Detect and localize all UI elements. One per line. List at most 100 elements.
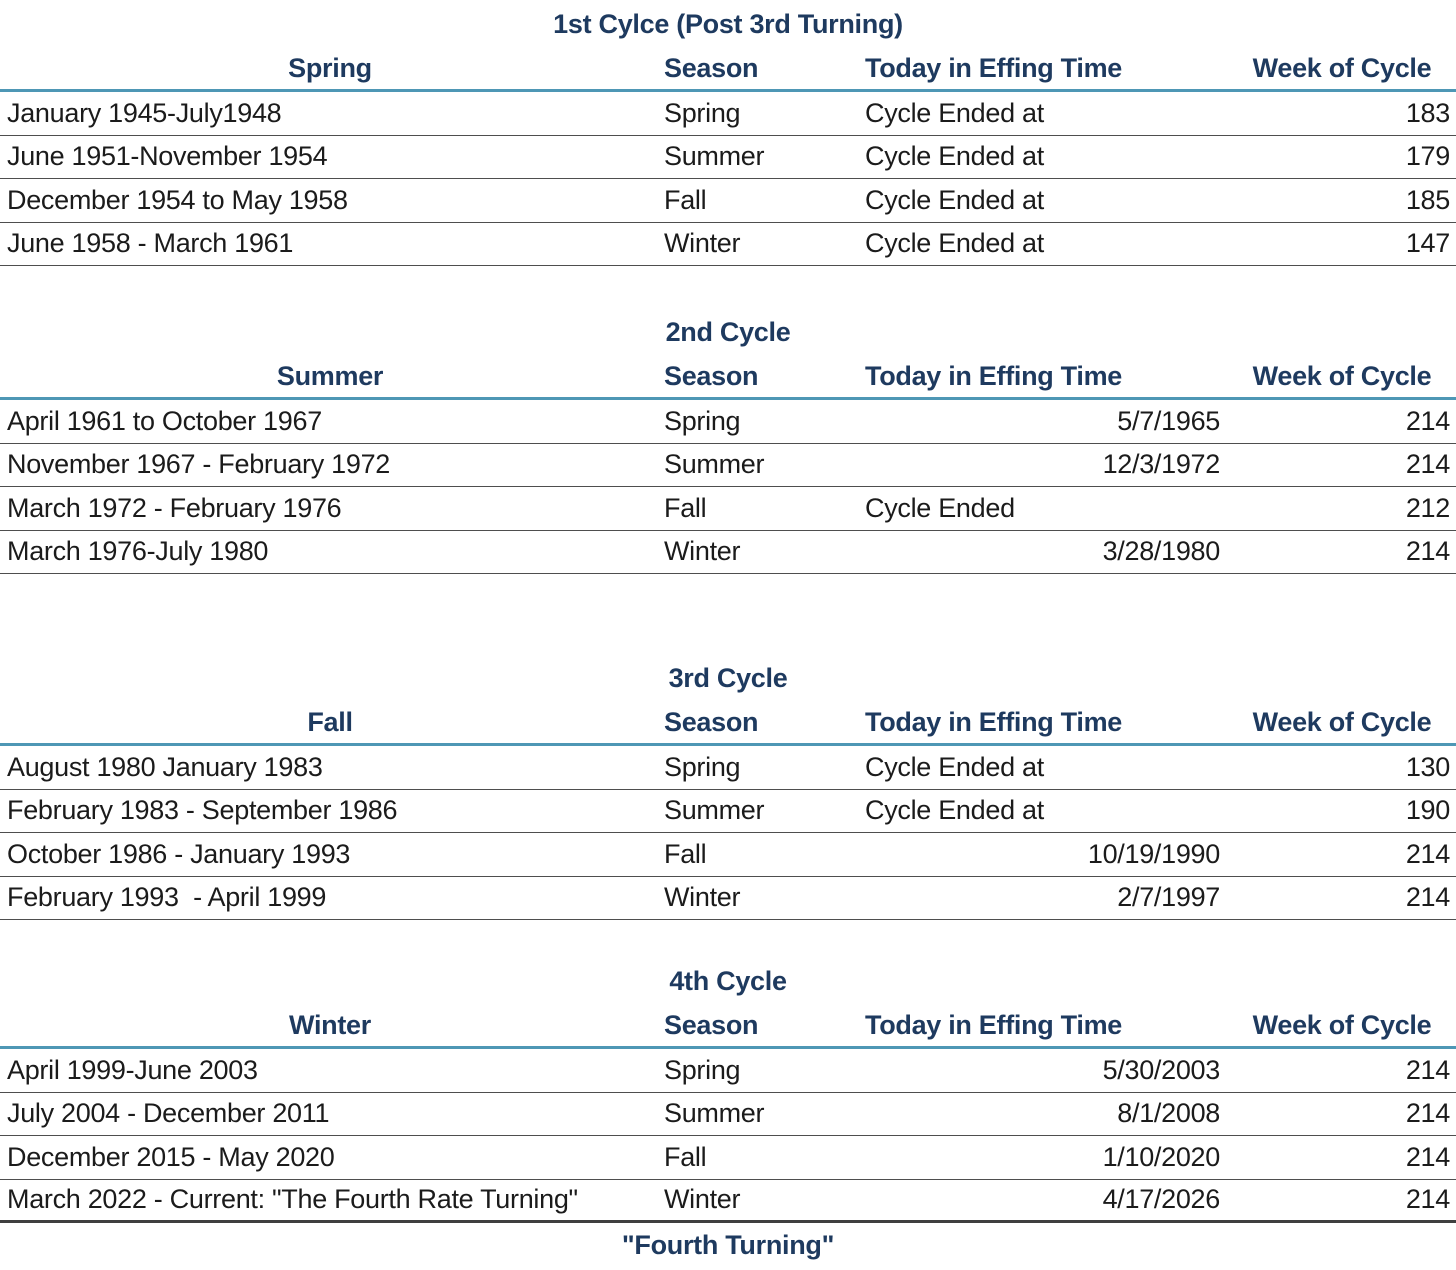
- header-season: Season: [664, 361, 759, 391]
- cell-effing-date: 8/1/2008: [1117, 1098, 1220, 1129]
- table-row: February 1993 - April 1999 Winter 2/7/19…: [0, 876, 1456, 920]
- cell-period: March 1972 - February 1976: [7, 492, 342, 523]
- cell-week: 214: [1405, 1184, 1450, 1215]
- cell-period: June 1951-November 1954: [7, 141, 328, 172]
- cell-season: Winter: [664, 536, 741, 567]
- cell-period: November 1967 - February 1972: [7, 449, 391, 480]
- header-row: Spring Season Today in Effing Time Week …: [0, 48, 1456, 92]
- cell-effing-time: 4/17/2026: [860, 1184, 1228, 1215]
- cell-effing-time: Cycle Ended: [860, 493, 1228, 524]
- cell-effing-time: Cycle Ended at: [860, 228, 1228, 259]
- cell-effing-date: 10/19/1990: [1087, 838, 1220, 869]
- cycle-section-3: 3rd Cycle Fall Season Today in Effing Ti…: [0, 654, 1456, 920]
- cell-season: Summer: [664, 449, 765, 480]
- section-title: 1st Cylce (Post 3rd Turning): [553, 8, 903, 39]
- cell-season: Winter: [664, 882, 741, 913]
- cell-period: March 1976-July 1980: [7, 536, 269, 567]
- header-season: Season: [664, 707, 759, 737]
- header-period: Spring: [288, 53, 372, 83]
- cell-effing-status: Cycle Ended at: [865, 184, 1044, 215]
- cell-season: Summer: [664, 795, 765, 826]
- cell-week: 214: [1405, 405, 1450, 436]
- cell-period: August 1980 January 1983: [7, 751, 323, 782]
- cell-period: April 1961 to October 1967: [7, 405, 322, 436]
- section-title: 2nd Cycle: [665, 316, 791, 347]
- header-week-of-cycle: Week of Cycle: [1252, 53, 1432, 83]
- header-row: Winter Season Today in Effing Time Week …: [0, 1005, 1456, 1049]
- table-row: June 1951-November 1954 Summer Cycle End…: [0, 135, 1456, 179]
- header-period: Winter: [289, 1010, 371, 1040]
- header-week-of-cycle: Week of Cycle: [1252, 1010, 1432, 1040]
- cell-effing-status: Cycle Ended at: [865, 141, 1044, 172]
- cell-effing-time: 12/3/1972: [860, 449, 1228, 480]
- cell-effing-time: 1/10/2020: [860, 1142, 1228, 1173]
- table-row: October 1986 - January 1993 Fall 10/19/1…: [0, 833, 1456, 877]
- cell-effing-time: 3/28/1980: [860, 536, 1228, 567]
- table-row: March 2022 - Current: "The Fourth Rate T…: [0, 1179, 1456, 1223]
- header-week-of-cycle: Week of Cycle: [1252, 707, 1432, 737]
- cell-period: December 2015 - May 2020: [7, 1141, 335, 1172]
- cell-effing-status: Cycle Ended at: [865, 228, 1044, 259]
- header-effing-time: Today in Effing Time: [865, 361, 1123, 391]
- cell-season: Summer: [664, 1098, 765, 1129]
- cell-week: 214: [1405, 838, 1450, 869]
- table-row: July 2004 - December 2011 Summer 8/1/200…: [0, 1092, 1456, 1136]
- header-effing-time: Today in Effing Time: [865, 707, 1123, 737]
- cell-effing-date: 1/10/2020: [1102, 1141, 1221, 1172]
- table-row: December 1954 to May 1958 Fall Cycle End…: [0, 179, 1456, 223]
- table-row: August 1980 January 1983 Spring Cycle En…: [0, 746, 1456, 790]
- cell-week: 214: [1405, 882, 1450, 913]
- cell-period: March 2022 - Current: "The Fourth Rate T…: [7, 1184, 578, 1215]
- cell-season: Spring: [664, 97, 741, 128]
- cell-effing-date: 5/7/1965: [1117, 405, 1220, 436]
- cell-effing-status: Cycle Ended: [865, 492, 1015, 523]
- cell-week: 212: [1405, 492, 1450, 523]
- cell-effing-date: 4/17/2026: [1102, 1184, 1221, 1215]
- footer-caption: "Fourth Turning": [621, 1229, 835, 1260]
- cell-week: 190: [1405, 795, 1450, 826]
- cell-season: Fall: [664, 184, 707, 215]
- cell-effing-time: 5/7/1965: [860, 406, 1228, 437]
- cell-period: January 1945-July1948: [7, 97, 282, 128]
- cell-period: July 2004 - December 2011: [7, 1098, 330, 1129]
- header-period: Fall: [307, 707, 353, 737]
- cell-week: 214: [1405, 1054, 1450, 1085]
- cell-season: Winter: [664, 228, 741, 259]
- table-row: April 1999-June 2003 Spring 5/30/2003 21…: [0, 1049, 1456, 1093]
- cell-effing-time: 10/19/1990: [860, 839, 1228, 870]
- cell-period: April 1999-June 2003: [7, 1054, 258, 1085]
- cell-effing-time: Cycle Ended at: [860, 795, 1228, 826]
- cell-week: 147: [1405, 228, 1450, 259]
- header-effing-time: Today in Effing Time: [865, 53, 1123, 83]
- table-row: April 1961 to October 1967 Spring 5/7/19…: [0, 400, 1456, 444]
- cell-effing-date: 12/3/1972: [1102, 449, 1221, 480]
- table-row: December 2015 - May 2020 Fall 1/10/2020 …: [0, 1136, 1456, 1180]
- cell-period: February 1993 - April 1999: [7, 882, 327, 913]
- section-title: 3rd Cycle: [668, 662, 788, 693]
- cycle-section-4: 4th Cycle Winter Season Today in Effing …: [0, 957, 1456, 1223]
- table-row: February 1983 - September 1986 Summer Cy…: [0, 789, 1456, 833]
- cell-effing-time: 2/7/1997: [860, 882, 1228, 913]
- cell-effing-time: Cycle Ended at: [860, 141, 1228, 172]
- cell-season: Fall: [664, 1141, 707, 1172]
- table-row: June 1958 - March 1961 Winter Cycle Ende…: [0, 222, 1456, 266]
- cell-period: February 1983 - September 1986: [7, 795, 398, 826]
- header-effing-time: Today in Effing Time: [865, 1010, 1123, 1040]
- header-week-of-cycle: Week of Cycle: [1252, 361, 1432, 391]
- cell-season: Fall: [664, 492, 707, 523]
- cell-season: Summer: [664, 141, 765, 172]
- header-row: Fall Season Today in Effing Time Week of…: [0, 702, 1456, 746]
- cell-season: Spring: [664, 751, 741, 782]
- header-period: Summer: [276, 361, 384, 391]
- cell-season: Winter: [664, 1184, 741, 1215]
- header-season: Season: [664, 1010, 759, 1040]
- cell-effing-date: 3/28/1980: [1102, 536, 1221, 567]
- cell-effing-status: Cycle Ended at: [865, 751, 1044, 782]
- cell-week: 179: [1405, 141, 1450, 172]
- cell-effing-time: Cycle Ended at: [860, 752, 1228, 783]
- cell-week: 214: [1405, 536, 1450, 567]
- cycle-section-2: 2nd Cycle Summer Season Today in Effing …: [0, 308, 1456, 574]
- cell-season: Fall: [664, 838, 707, 869]
- cell-effing-time: Cycle Ended at: [860, 98, 1228, 129]
- cell-week: 214: [1405, 449, 1450, 480]
